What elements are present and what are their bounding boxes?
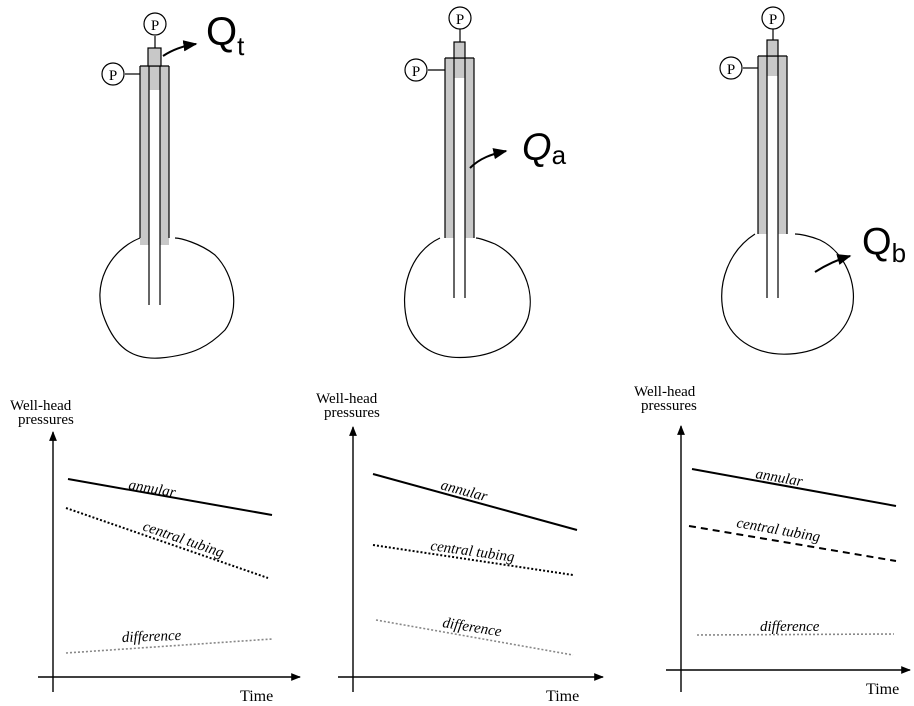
annulus-fill <box>445 58 454 238</box>
reservoir-outline <box>721 233 854 355</box>
pressure-gauge-annulus <box>719 56 743 80</box>
gauge-label: P <box>769 12 777 28</box>
annulus-top <box>140 66 169 90</box>
annular-line <box>691 468 897 507</box>
pressure-gauge-tubing <box>448 6 472 30</box>
annulus-fill <box>140 66 149 245</box>
flow-arrow <box>469 148 508 169</box>
y-axis-label: pressures <box>324 405 380 421</box>
central-tubing-line <box>65 507 269 579</box>
annulus-fill <box>160 66 169 245</box>
annular-line <box>67 478 273 516</box>
central-tubing-label: central tubing <box>429 538 515 566</box>
central-tubing <box>453 58 466 298</box>
annular-label: annular <box>754 466 804 490</box>
annular-label: annular <box>439 477 489 505</box>
well-schematic-3: P P Qb <box>719 6 906 355</box>
central-tubing-line <box>688 525 897 562</box>
pressure-plot-1: Well-head pressures Time annular central… <box>10 398 301 705</box>
reservoir-outline <box>404 237 531 359</box>
x-axis-label: Time <box>866 681 899 698</box>
annular-line <box>372 473 578 531</box>
x-axis-label: Time <box>240 688 273 705</box>
annular-label: annular <box>127 477 177 501</box>
gauge-label: P <box>727 62 735 78</box>
y-axis-label: pressures <box>641 398 697 414</box>
annulus-fill <box>758 56 767 234</box>
flow-label-qb: Qb <box>862 221 906 268</box>
pressure-gauge-tubing <box>143 12 167 36</box>
gauge-label: P <box>412 64 420 80</box>
flow-arrow <box>162 40 198 57</box>
y-axis-label: Well-head <box>10 398 72 414</box>
pressure-gauge-tubing <box>761 6 785 30</box>
tubing-head <box>766 39 779 57</box>
pressure-gauge-annulus <box>101 62 125 86</box>
y-axis-label: Well-head <box>316 391 378 407</box>
central-tubing <box>148 66 161 305</box>
gauge-label: P <box>109 68 117 84</box>
well-schematic-1: P P Qt <box>99 10 245 359</box>
tubing-head <box>453 41 466 59</box>
central-tubing-line <box>372 544 574 576</box>
flow-arrow <box>814 254 852 273</box>
gauge-label: P <box>456 12 464 28</box>
flow-label-qa: Qa <box>522 127 567 170</box>
pressure-plot-2: Well-head pressures Time annular central… <box>316 391 604 705</box>
pressure-gauge-annulus <box>404 58 428 82</box>
difference-line <box>375 619 574 656</box>
difference-line <box>65 638 273 654</box>
annulus-fill <box>778 56 787 234</box>
central-tubing-label: central tubing <box>141 519 227 562</box>
gauge-label: P <box>151 18 159 34</box>
central-tubing <box>766 56 779 298</box>
annulus-fill <box>465 58 474 238</box>
well-schematic-2: P P Qa <box>404 6 567 359</box>
difference-line <box>696 633 895 636</box>
difference-label: difference <box>122 628 182 646</box>
flow-label-qt: Qt <box>206 10 245 61</box>
y-axis-label: pressures <box>18 412 74 428</box>
pressure-plot-3: Well-head pressures Time annular central… <box>634 384 911 698</box>
x-axis-label: Time <box>546 688 579 705</box>
tubing-head <box>147 47 162 67</box>
reservoir-outline <box>99 237 235 359</box>
difference-label: difference <box>760 619 820 635</box>
y-axis-label: Well-head <box>634 384 696 400</box>
